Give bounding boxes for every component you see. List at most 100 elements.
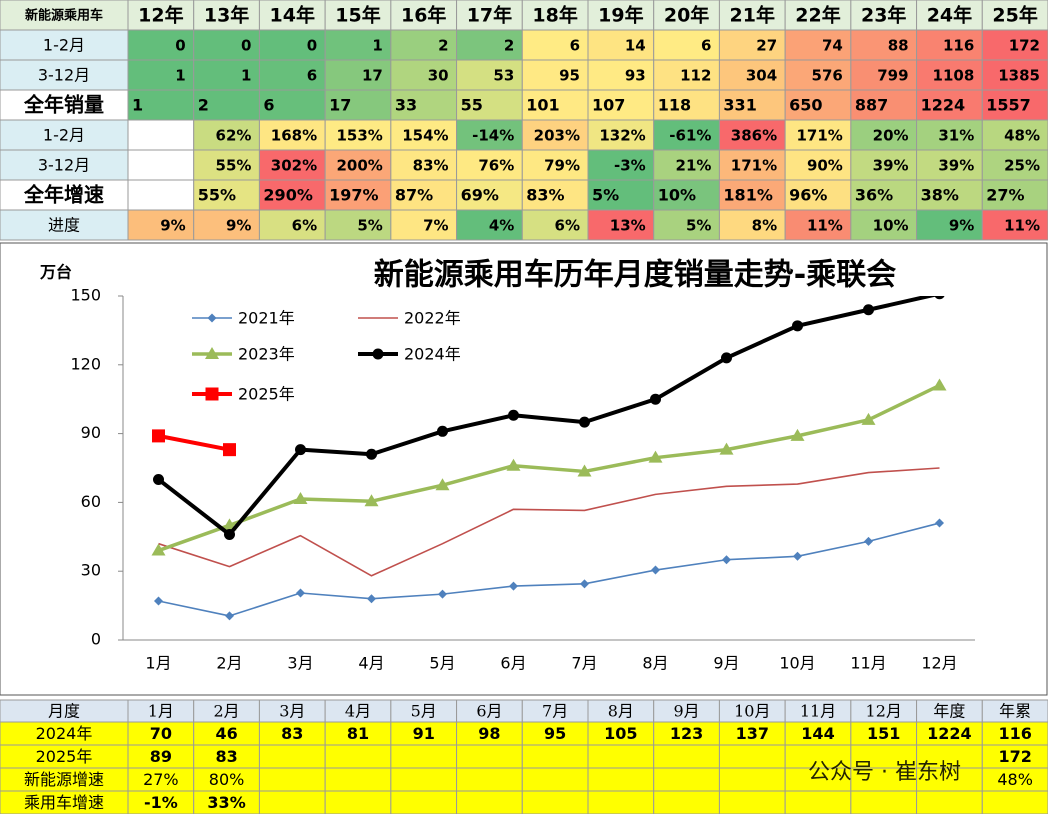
header-cell [127,0,195,31]
cell-text: 38% [921,186,959,205]
table-cell [324,209,392,241]
x-tick-label: 7月 [571,654,597,673]
marker [366,448,377,460]
cell-text: 576 [812,67,843,85]
cell-text: 171% [731,157,777,175]
table-cell [456,89,523,121]
cell-text: 168% [271,127,317,145]
table-cell [981,59,1048,91]
header-text: 8月 [608,702,634,721]
cell-text: 650 [789,96,822,115]
cell-text: 154% [402,127,448,145]
cell-text: 20% [873,127,909,145]
cell-text: 5% [592,186,619,205]
header-text: 23年 [861,4,906,27]
cell-text: 6% [555,217,580,235]
marker [651,565,660,575]
table-cell [587,89,655,121]
cell-text: 33% [207,793,245,812]
header-cell [916,0,983,31]
table-cell [981,179,1048,211]
cell-text: 197% [329,186,378,205]
marker [648,450,663,463]
cell-text: 83 [281,724,303,743]
table-cell [258,119,326,151]
series-line [157,296,939,537]
table-cell [587,767,655,792]
marker [151,543,166,556]
cell-text: 30 [428,67,449,85]
table-cell [653,89,720,121]
header-text: 19年 [598,4,643,27]
table-cell [784,119,852,151]
cell-text: 5% [357,217,382,235]
row-label: 1-2月 [43,126,85,145]
cell-text: 4% [489,217,514,235]
header-text: 21年 [730,4,775,27]
table-cell [521,209,589,241]
marker [435,478,450,491]
header-cell [653,0,720,31]
cell-text: 1224 [921,96,966,115]
cell-text: 137 [736,724,769,743]
cell-text: 132% [599,127,645,145]
cell-text: 62% [216,127,252,145]
header-text: 月度 [48,702,80,721]
cell-text: 116 [998,724,1031,743]
header-cell [784,0,852,31]
cell-text: 6 [263,96,274,115]
table-cell [718,89,786,121]
chart-frame [0,242,1048,696]
cell-text: 1108 [933,67,975,85]
cell-text: 1557 [986,96,1031,115]
header-text: 7月 [542,702,568,721]
table-cell [324,767,392,792]
cell-text: 2 [198,96,209,115]
table-cell [456,119,523,151]
marker [721,352,732,364]
table-cell [587,744,655,769]
table-cell [916,89,983,121]
header-text: 3月 [279,702,305,721]
table-cell [390,790,458,814]
table-cell [390,89,458,121]
cell-text: 331 [723,96,756,115]
cell-text: 55 [461,96,483,115]
row-label: 1-2月 [43,36,85,55]
table-cell [850,29,918,61]
header-text: 1月 [148,702,174,721]
cell-text: 39% [873,157,909,175]
header-text: 18年 [532,4,577,27]
plot-area [151,296,947,621]
table-cell [258,744,326,769]
table-cell [390,179,458,211]
header-text: 9月 [673,702,699,721]
table-cell [653,119,720,151]
cell-text: 90% [807,157,843,175]
cell-text: 887 [855,96,888,115]
y-tick-label: 0 [91,630,101,649]
marker [722,555,731,565]
table-cell [0,209,129,241]
x-tick-label: 9月 [713,654,739,673]
header-cell [456,0,523,31]
table-cell [324,59,392,91]
cell-text: 91 [413,724,435,743]
legend-marker [207,313,217,323]
series-line [158,522,940,617]
table-cell [981,790,1048,814]
cell-text: 76% [478,157,514,175]
row-label: 进度 [48,216,80,235]
row-label: 乘用车增速 [24,793,104,812]
header-cell [587,0,655,31]
x-tick-label: 12月 [921,654,957,673]
cell-text: 172 [1009,37,1040,55]
table-cell [258,790,326,814]
cell-text: 2 [504,37,514,55]
marker [577,464,592,477]
x-tick-label: 10月 [779,654,815,673]
table-cell [127,179,195,211]
table-cell [587,119,655,151]
marker [506,458,521,471]
header-text: 10月 [734,702,770,721]
